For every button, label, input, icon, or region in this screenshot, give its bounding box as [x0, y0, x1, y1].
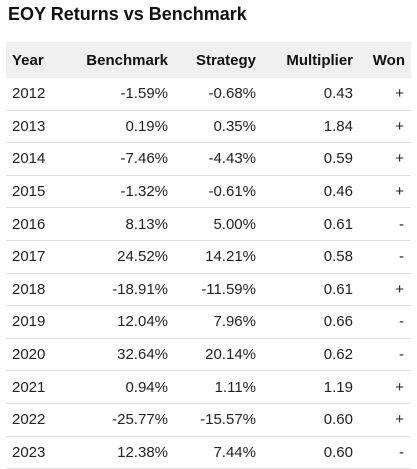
table-header: Year Benchmark Strategy Multiplier Won — [6, 42, 411, 78]
column-header-strategy: Strategy — [195, 51, 256, 69]
cell-benchmark: -1.32% — [120, 183, 168, 201]
cell-benchmark: 32.64% — [117, 346, 168, 364]
cell-won: + — [395, 183, 404, 201]
column-header-benchmark: Benchmark — [86, 51, 168, 69]
cell-strategy: 5.00% — [213, 215, 256, 233]
cell-strategy: -0.68% — [208, 85, 256, 103]
cell-strategy: 20.14% — [205, 346, 256, 364]
cell-year: 2019 — [12, 313, 46, 331]
cell-multiplier: 0.61 — [323, 280, 353, 298]
table-row: 2022 -25.77% -15.57% 0.60 + — [6, 403, 411, 437]
cell-year: 2016 — [12, 215, 46, 233]
cell-year: 2014 — [12, 150, 46, 168]
cell-year: 2021 — [12, 378, 46, 396]
cell-multiplier: 0.58 — [323, 248, 353, 266]
cell-strategy: 14.21% — [205, 248, 256, 266]
cell-multiplier: 0.43 — [323, 85, 353, 103]
cell-year: 2020 — [12, 346, 46, 364]
cell-won: - — [399, 215, 404, 233]
table-row: 2019 12.04% 7.96% 0.66 - — [6, 306, 411, 339]
cell-benchmark: 12.38% — [117, 443, 168, 461]
cell-multiplier: 0.66 — [323, 313, 353, 331]
cell-won: - — [399, 313, 404, 331]
cell-strategy: 7.44% — [213, 443, 256, 461]
cell-strategy: -15.57% — [200, 411, 256, 429]
cell-year: 2022 — [12, 411, 46, 429]
cell-strategy: 7.96% — [213, 313, 256, 331]
cell-year: 2015 — [12, 183, 46, 201]
cell-year: 2018 — [12, 280, 46, 298]
cell-strategy: -0.61% — [208, 183, 256, 201]
table-row: 2013 0.19% 0.35% 1.84 + — [6, 110, 411, 143]
cell-won: - — [399, 248, 404, 266]
cell-won: - — [399, 443, 404, 461]
table-title: EOY Returns vs Benchmark — [8, 4, 247, 24]
table-row: 2018 -18.91% -11.59% 0.61 + — [6, 273, 411, 306]
cell-won: + — [395, 411, 404, 429]
cell-multiplier: 1.84 — [323, 117, 353, 135]
cell-benchmark: -25.77% — [112, 411, 168, 429]
cell-benchmark: -18.91% — [112, 280, 168, 298]
cell-multiplier: 0.61 — [323, 215, 353, 233]
cell-benchmark: 8.13% — [125, 215, 168, 233]
cell-strategy: 0.35% — [213, 117, 256, 135]
cell-benchmark: -1.59% — [120, 85, 168, 103]
cell-benchmark: 0.94% — [125, 378, 168, 396]
cell-strategy: -4.43% — [208, 150, 256, 168]
table-row: 2012 -1.59% -0.68% 0.43 + — [6, 78, 411, 111]
cell-won: - — [399, 346, 404, 364]
table-row: 2014 -7.46% -4.43% 0.59 + — [6, 143, 411, 176]
header-row: Year Benchmark Strategy Multiplier Won — [6, 42, 411, 78]
cell-won: + — [395, 117, 404, 135]
cell-benchmark: 24.52% — [117, 248, 168, 266]
column-header-multiplier: Multiplier — [286, 51, 353, 69]
cell-strategy: 1.11% — [214, 378, 256, 396]
table-row: 2020 32.64% 20.14% 0.62 - — [6, 338, 411, 371]
table-row: 2015 -1.32% -0.61% 0.46 + — [6, 175, 411, 208]
cell-won: + — [395, 150, 404, 168]
table-body: 2012 -1.59% -0.68% 0.43 +2013 0.19% 0.35% 1.84 +… — [6, 78, 411, 469]
cell-year: 2023 — [12, 443, 46, 461]
column-header-year: Year — [12, 51, 44, 69]
cell-multiplier: 0.60 — [323, 411, 353, 429]
cell-year: 2017 — [12, 248, 46, 266]
cell-multiplier: 1.19 — [323, 378, 353, 396]
cell-benchmark: -7.46% — [120, 150, 168, 168]
cell-benchmark: 12.04% — [117, 313, 168, 331]
cell-won: + — [395, 85, 404, 103]
cell-won: + — [395, 378, 404, 396]
cell-won: + — [395, 280, 404, 298]
cell-multiplier: 0.46 — [323, 183, 353, 201]
cell-multiplier: 0.59 — [323, 150, 353, 168]
cell-year: 2012 — [12, 85, 46, 103]
column-header-won: Won — [372, 51, 405, 69]
cell-multiplier: 0.60 — [323, 443, 353, 461]
cell-benchmark: 0.19% — [125, 117, 168, 135]
cell-multiplier: 0.62 — [323, 346, 353, 364]
table-row: 2016 8.13% 5.00% 0.61 - — [6, 208, 411, 241]
cell-year: 2013 — [12, 117, 46, 135]
eoy-returns-table: Year Benchmark Strategy Multiplier Won 2… — [6, 42, 411, 469]
table-row: 2021 0.94% 1.11% 1.19 + — [6, 371, 411, 404]
cell-strategy: -11.59% — [201, 280, 256, 298]
table-row: 2017 24.52% 14.21% 0.58 - — [6, 240, 411, 274]
table-row: 2023 12.38% 7.44% 0.60 - — [6, 436, 411, 469]
